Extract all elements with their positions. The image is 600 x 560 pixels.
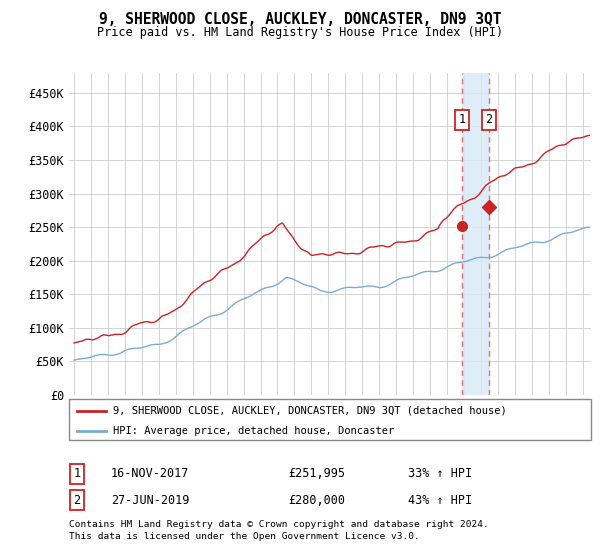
Text: 9, SHERWOOD CLOSE, AUCKLEY, DONCASTER, DN9 3QT: 9, SHERWOOD CLOSE, AUCKLEY, DONCASTER, D… [99, 12, 501, 27]
Text: Contains HM Land Registry data © Crown copyright and database right 2024.
This d: Contains HM Land Registry data © Crown c… [69, 520, 489, 541]
Text: 27-JUN-2019: 27-JUN-2019 [111, 493, 189, 507]
Text: £280,000: £280,000 [288, 493, 345, 507]
Text: 9, SHERWOOD CLOSE, AUCKLEY, DONCASTER, DN9 3QT (detached house): 9, SHERWOOD CLOSE, AUCKLEY, DONCASTER, D… [113, 405, 507, 416]
Text: £251,995: £251,995 [288, 467, 345, 480]
Text: HPI: Average price, detached house, Doncaster: HPI: Average price, detached house, Donc… [113, 426, 395, 436]
Text: 1: 1 [73, 467, 80, 480]
Bar [462, 73, 489, 395]
Text: 33% ↑ HPI: 33% ↑ HPI [409, 467, 472, 480]
Text: 43% ↑ HPI: 43% ↑ HPI [409, 493, 472, 507]
FancyBboxPatch shape [69, 399, 591, 440]
Text: Price paid vs. HM Land Registry's House Price Index (HPI): Price paid vs. HM Land Registry's House … [97, 26, 503, 39]
Text: 2: 2 [73, 493, 80, 507]
Text: 1: 1 [458, 113, 466, 126]
Text: 16-NOV-2017: 16-NOV-2017 [111, 467, 189, 480]
Text: 2: 2 [485, 113, 493, 126]
